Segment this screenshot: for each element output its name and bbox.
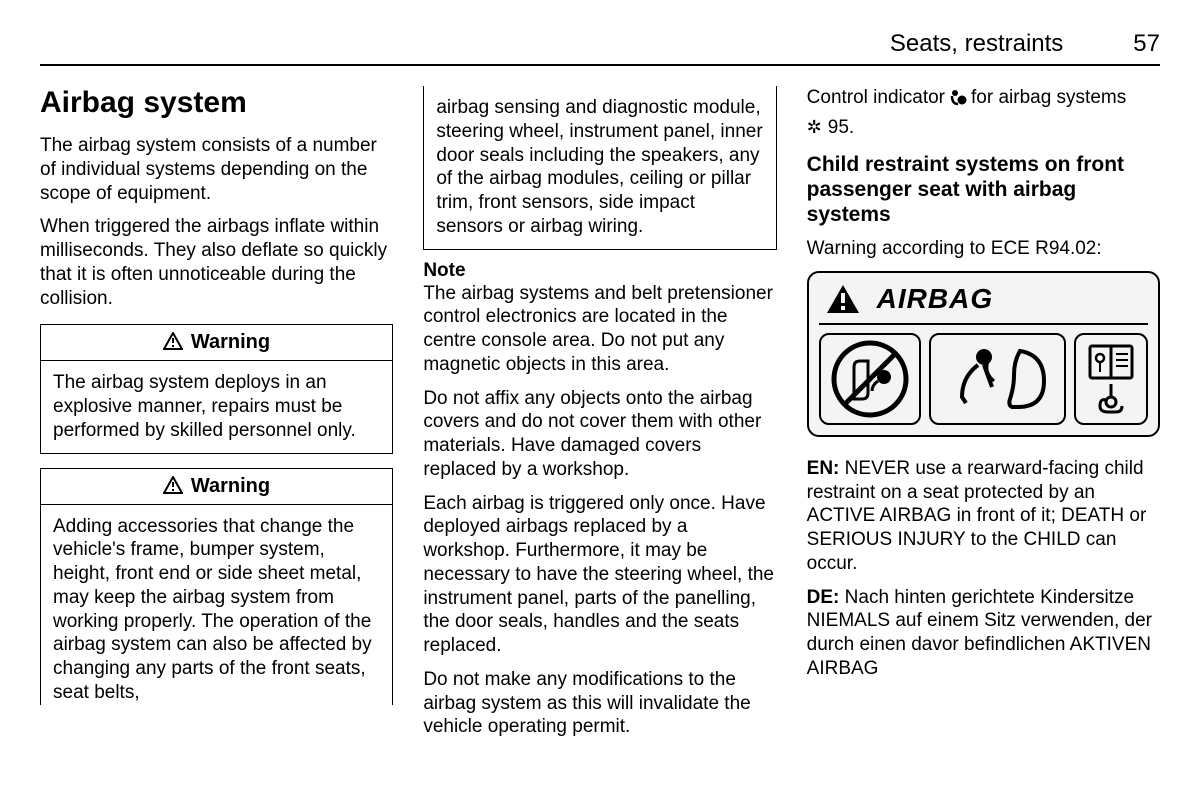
airbag-panel-icons [819, 333, 1148, 425]
indicator-text-a: Control indicator [807, 86, 945, 110]
indicator-ref-line: ✲ 95. [807, 116, 1160, 140]
warning-2-header: Warning [41, 469, 392, 505]
airbag-panel-header: AIRBAG [819, 283, 1148, 325]
note-label: Note [423, 260, 776, 282]
warning-2-title: Warning [191, 475, 270, 497]
en-label: EN: [807, 458, 840, 479]
page-header: Seats, restraints 57 [40, 30, 1160, 66]
warning-triangle-icon [163, 476, 183, 494]
page-number: 57 [1133, 30, 1160, 58]
warning-1-body: The airbag system deploys in an explosiv… [41, 361, 392, 452]
intro-para-1: The airbag system consists of a number o… [40, 134, 393, 205]
no-child-seat-icon [819, 333, 921, 425]
column-1: Airbag system The airbag system consists… [40, 86, 393, 749]
warning-triangle-filled-icon [825, 283, 861, 315]
control-indicator-line: Control indicator for airbag systems [807, 86, 1160, 110]
warning-box-2-cont: airbag sensing and diagnostic module, st… [423, 86, 776, 250]
warning-1-header: Warning [41, 325, 392, 361]
de-text: Nach hinten gerichtete Kindersitze NIEMA… [807, 587, 1152, 679]
section-title: Airbag system [40, 86, 393, 120]
intro-para-2: When triggered the airbags inflate withi… [40, 215, 393, 310]
note-para-1: The airbag systems and belt pretensioner… [423, 282, 776, 377]
column-3: Control indicator for airbag systems ✲ 9… [807, 86, 1160, 749]
warning-2-body: Adding accessories that change the vehic… [41, 505, 392, 705]
de-label: DE: [807, 587, 840, 608]
indicator-text-b: for airbag systems [971, 86, 1126, 110]
en-warning: EN: NEVER use a rearward-facing child re… [807, 457, 1160, 576]
page-ref-arrow-icon: ✲ [807, 116, 822, 139]
note-para-3: Each airbag is triggered only once. Have… [423, 492, 776, 658]
ece-warning-ref: Warning according to ECE R94.02: [807, 237, 1160, 261]
en-text: NEVER use a rearward-facing child restra… [807, 458, 1147, 574]
section-name: Seats, restraints [890, 30, 1063, 58]
airbag-indicator-icon [949, 89, 967, 107]
airbag-warning-panel: AIRBAG [807, 271, 1160, 437]
airbag-panel-label: AIRBAG [877, 283, 993, 315]
indicator-ref: 95. [828, 116, 854, 140]
child-restraint-subhead: Child restraint systems on front passeng… [807, 152, 1160, 228]
note-para-2: Do not affix any objects onto the airbag… [423, 387, 776, 482]
read-manual-icon [1074, 333, 1148, 425]
content-columns: Airbag system The airbag system consists… [40, 86, 1160, 749]
warning-2-body-cont: airbag sensing and diagnostic module, st… [424, 86, 775, 249]
warning-box-2: Warning Adding accessories that change t… [40, 468, 393, 705]
warning-box-1: Warning The airbag system deploys in an … [40, 324, 393, 453]
note-para-4: Do not make any modifications to the air… [423, 668, 776, 739]
airbag-deploy-icon [929, 333, 1066, 425]
de-warning: DE: Nach hinten gerichtete Kindersitze N… [807, 586, 1160, 681]
warning-triangle-icon [163, 332, 183, 350]
column-2: airbag sensing and diagnostic module, st… [423, 86, 776, 749]
warning-1-title: Warning [191, 331, 270, 353]
